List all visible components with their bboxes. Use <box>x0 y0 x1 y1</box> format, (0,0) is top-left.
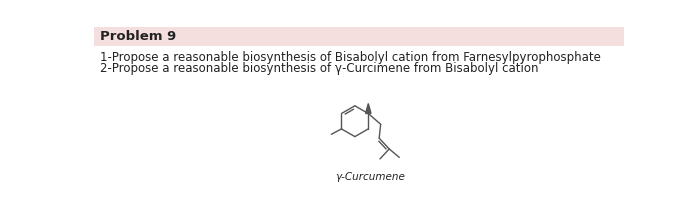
Text: γ-Curcumene: γ-Curcumene <box>335 172 405 182</box>
FancyBboxPatch shape <box>94 27 624 46</box>
Text: 1-Propose a reasonable biosynthesis of Bisabolyl cation from Farnesylpyrophospha: 1-Propose a reasonable biosynthesis of B… <box>100 51 601 64</box>
Text: 2-Propose a reasonable biosynthesis of γ-Curcimene from Bisabolyl cation: 2-Propose a reasonable biosynthesis of γ… <box>100 62 538 75</box>
Polygon shape <box>365 104 371 114</box>
Text: Problem 9: Problem 9 <box>100 30 176 43</box>
